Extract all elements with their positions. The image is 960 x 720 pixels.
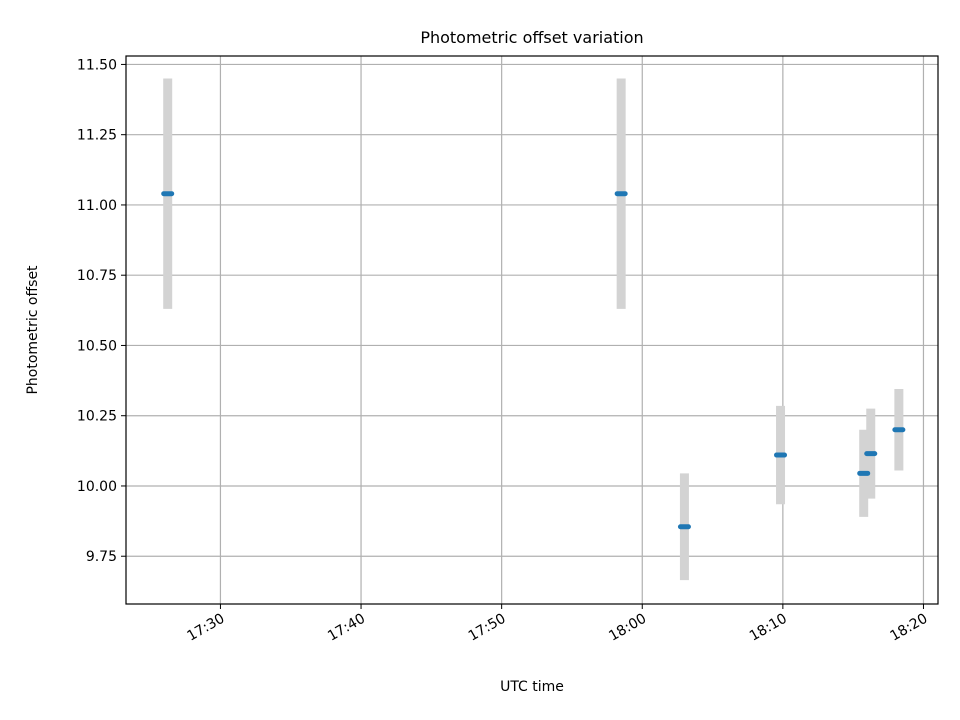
y-tick-label: 11.25 [77, 128, 117, 144]
grid-lines [126, 56, 938, 604]
y-axis-label: Photometric offset [25, 265, 41, 395]
data-points [161, 191, 906, 530]
y-tick-label: 11.00 [77, 198, 117, 214]
y-tick-label: 10.75 [77, 268, 117, 284]
chart-title: Photometric offset variation [420, 28, 643, 47]
y-tick-label: 10.25 [77, 409, 117, 425]
x-axis-label: UTC time [500, 679, 564, 695]
y-tick-label: 9.75 [86, 549, 117, 565]
y-tick-label: 11.50 [77, 57, 117, 73]
y-axis-ticks: 9.75 10.00 10.25 10.50 10.75 11.00 11.25 11.50 [77, 57, 126, 565]
plot-frame [125, 55, 939, 605]
y-tick-label: 10.50 [77, 338, 117, 354]
y-tick-label: 10.00 [77, 479, 117, 495]
